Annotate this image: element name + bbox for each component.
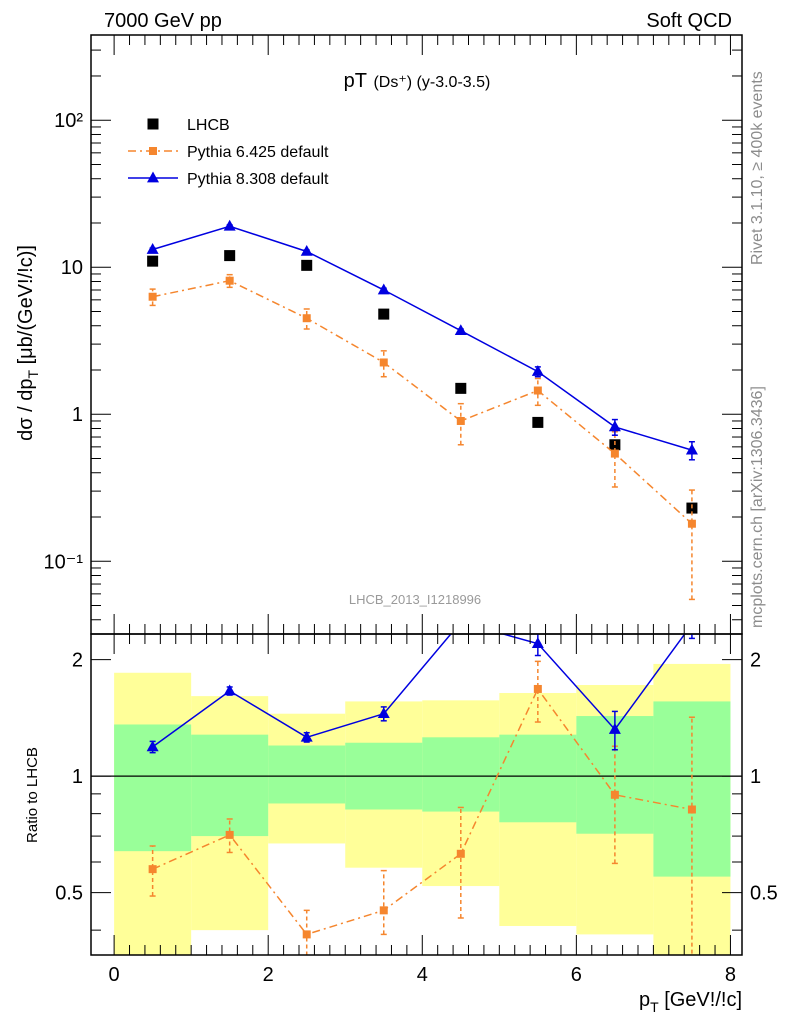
- pythia-8-308-default-point: [377, 283, 390, 295]
- x-axis-label: pT [GeV!/!c]: [639, 989, 742, 1015]
- legend-marker-pythia-8-308-default: [147, 171, 159, 183]
- pythia-6-425-default-point: [225, 276, 234, 285]
- ratio-pythia-8-308-default-point: [377, 707, 390, 719]
- legend-marker-pythia-6-425-default: [149, 147, 157, 155]
- ratio-pythia-8-308-default-point: [455, 616, 467, 627]
- pythia-6-425-default-point: [610, 449, 619, 458]
- pythia-6-425-default-point: [456, 416, 465, 425]
- y-tick-label: 10²: [54, 110, 83, 132]
- header-left: 7000 GeV pp: [104, 10, 222, 32]
- mcplots-note: mcplots.cern.ch [arXiv:1306.3436]: [749, 386, 766, 628]
- pythia-6-425-default-point: [687, 519, 696, 528]
- legend: LHCB Pythia 6.425 default Pythia 8.308 def…: [128, 117, 329, 188]
- plot-title: pT (Ds⁺) (y-3.0-3.5): [344, 70, 491, 92]
- plot-title-small: (Ds⁺) (y-3.0-3.5): [373, 74, 490, 91]
- ratio-pythia-6-425-default-point: [533, 684, 542, 693]
- pythia-6-425-default-point: [302, 314, 311, 323]
- pythia-8-308-default-point: [454, 324, 467, 336]
- x-tick-label: 0: [109, 964, 120, 986]
- uncertainty-band-1sigma: [499, 734, 577, 823]
- ratio-pythia-6-425-default-point: [610, 790, 619, 799]
- lhcb-point: [224, 250, 236, 262]
- main-y-axis-label: dσ / dpT [μb/(GeV!/!c)]: [15, 245, 41, 441]
- pythia-8-308-default-point: [300, 244, 313, 256]
- lhcb-point: [147, 255, 159, 267]
- x-tick-label: 2: [263, 964, 274, 986]
- reference-label: LHCB_2013_I1218996: [349, 592, 481, 607]
- ratio-axes: 2 2 1 1 0.5 0.5 0 2 4 6 8: [55, 634, 778, 986]
- pythia-6-425-default-point: [148, 292, 157, 301]
- ratio-pythia-6-425-default-point: [379, 906, 388, 915]
- ratio-y-tick-label: 2: [72, 650, 83, 672]
- y-tick-label: 10⁻¹: [44, 551, 84, 573]
- ratio-y-tick-label: 1: [72, 766, 83, 788]
- ratio-pythia-6-425-default-point: [687, 805, 696, 814]
- lhcb-point: [301, 259, 313, 271]
- ratio-marks: [91, 616, 742, 955]
- y-tick-label: 1: [72, 404, 83, 426]
- ratio-pythia-6-425-default-point: [148, 865, 157, 874]
- ratio-y-tick-label-right: 2: [750, 650, 761, 672]
- ratio-pythia-8-308-default-point: [146, 740, 159, 752]
- main-panel: LHCB Pythia 6.425 default Pythia 8.308 def…: [44, 34, 743, 635]
- ratio-pythia-6-425-default-point: [225, 830, 234, 839]
- pythia-8-308-default-point: [531, 365, 544, 376]
- pythia-6-425-default-point: [533, 386, 542, 395]
- pythia-8-308-default-point: [685, 443, 698, 455]
- x-tick-label: 4: [417, 964, 428, 986]
- main-axes: 10² 10 1 10⁻¹: [44, 35, 742, 634]
- lhcb-point: [455, 382, 467, 394]
- ratio-pythia-8-308-default-point: [686, 618, 698, 629]
- x-tick-label: 8: [725, 964, 736, 986]
- pythia-6-425-default-line: [152, 279, 693, 525]
- ratio-pythia-8-308-default-point: [223, 684, 236, 696]
- plot-title-main: pT: [344, 70, 367, 92]
- legend-label-pythia-6-425-default: Pythia 6.425 default: [187, 144, 329, 161]
- legend-label-pythia-8-308-default: Pythia 8.308 default: [187, 171, 329, 188]
- ratio-pythia-6-425-default-point: [456, 849, 465, 858]
- pythia-8-308-default-point: [223, 219, 236, 231]
- legend-marker-lhcb: [147, 118, 159, 130]
- ratio-panel: 2 2 1 1 0.5 0.5 0 2 4 6 8: [55, 616, 778, 986]
- pythia-8-308-default-line: [152, 225, 693, 451]
- legend-label-lhcb: LHCB: [187, 117, 230, 134]
- rivet-note: Rivet 3.1.10, ≥ 400k events: [749, 71, 766, 265]
- header-right: Soft QCD: [646, 10, 732, 32]
- lhcb-point: [532, 416, 544, 428]
- ratio-pythia-8-308-default-line: [152, 634, 686, 748]
- y-tick-label: 10: [61, 257, 83, 279]
- pythia-8-308-default-point: [146, 243, 159, 254]
- ratio-y-tick-label-right: 0.5: [750, 883, 778, 905]
- ratio-pythia-8-308-default-point: [608, 723, 621, 734]
- lhcb-point: [378, 308, 390, 320]
- ratio-pythia-8-308-default-point: [300, 730, 313, 742]
- ratio-y-axis-label: Ratio to LHCB: [24, 747, 41, 843]
- pythia-6-425-default-point: [379, 358, 388, 367]
- uncertainty-band-1sigma: [422, 737, 500, 812]
- ratio-frame: [90, 633, 743, 956]
- ratio-y-tick-label-right: 1: [750, 766, 761, 788]
- ratio-pythia-8-308-default-point: [531, 637, 544, 648]
- ratio-series: [146, 616, 698, 955]
- ratio-y-tick-label: 0.5: [55, 883, 83, 905]
- x-tick-label: 6: [571, 964, 582, 986]
- main-marks: [146, 219, 698, 601]
- ratio-pythia-6-425-default-point: [302, 930, 311, 939]
- uncertainty-band-1sigma: [268, 745, 346, 804]
- pythia-8-308-default-point: [608, 420, 621, 432]
